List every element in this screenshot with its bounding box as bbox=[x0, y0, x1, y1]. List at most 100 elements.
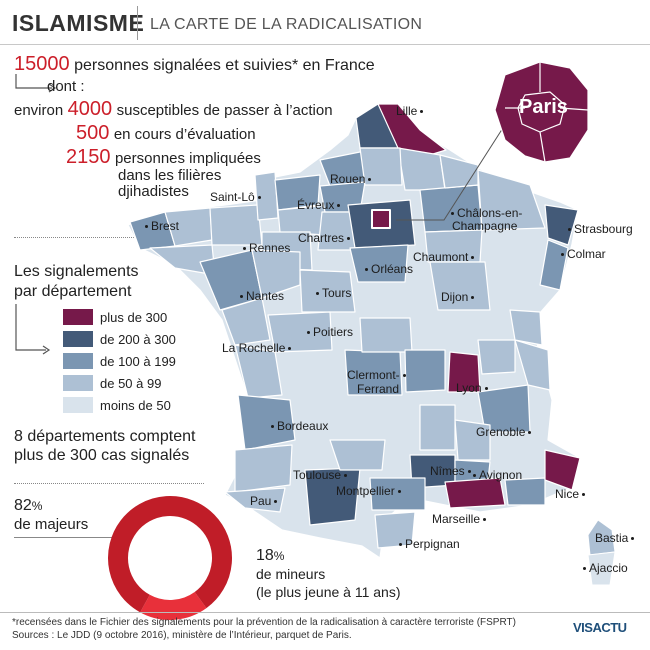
city-dot-icon bbox=[473, 474, 476, 478]
city-label-colmar: Colmar bbox=[558, 247, 606, 261]
city-dot-icon bbox=[471, 256, 475, 260]
departments-note-line2: plus de 300 cas signalés bbox=[14, 447, 190, 464]
city-name: Colmar bbox=[567, 247, 606, 261]
city-dot-icon bbox=[471, 296, 475, 300]
paris-inset-label: Paris bbox=[519, 96, 568, 118]
majeurs-stat: 82% bbox=[14, 497, 42, 515]
city-name: Marseille bbox=[432, 512, 481, 526]
dept-vienne bbox=[267, 311, 333, 353]
city-dot-icon bbox=[240, 295, 243, 299]
dept-tarn bbox=[329, 439, 386, 471]
city-label-chalons2: Champagne bbox=[452, 219, 517, 233]
mineurs-pct: 18 bbox=[256, 547, 274, 564]
dept-ardennes bbox=[439, 154, 479, 189]
stat-action-number: 4000 bbox=[67, 98, 113, 120]
city-name: Rennes bbox=[249, 241, 291, 255]
visactu-logo: VISACTU bbox=[573, 620, 627, 635]
majeurs-pct: 82 bbox=[14, 497, 32, 514]
city-name: Champagne bbox=[452, 219, 518, 233]
dept-bas-rhin bbox=[544, 204, 579, 246]
stat-djihad-label-3: djihadistes bbox=[118, 183, 189, 200]
dept-indre-loire bbox=[299, 269, 356, 313]
dept-manche bbox=[254, 171, 279, 221]
divider-dotted-1 bbox=[14, 237, 204, 238]
city-label-chaumont: Chaumont bbox=[413, 250, 477, 264]
city-name: Grenoble bbox=[476, 425, 526, 439]
legend-swatch bbox=[62, 330, 94, 348]
dept-haut-rhin bbox=[539, 239, 569, 291]
legend-label: de 50 à 99 bbox=[100, 375, 162, 391]
city-name: Rouen bbox=[330, 172, 366, 186]
city-label-strasbourg: Strasbourg bbox=[565, 222, 633, 236]
stat-total: 15000 personnes signalées et suivies* en… bbox=[14, 53, 375, 76]
dept-drome bbox=[454, 419, 491, 461]
dept-cote-or bbox=[429, 261, 491, 311]
city-name: Montpellier bbox=[336, 484, 395, 498]
stat-action-label: susceptibles de passer à l’action bbox=[116, 102, 333, 119]
city-label-toulouse: Toulouse bbox=[293, 468, 350, 482]
city-label-tours: Tours bbox=[313, 286, 351, 300]
dept-gironde bbox=[237, 394, 296, 451]
city-label-pau: Pau bbox=[250, 494, 280, 508]
header-divider bbox=[0, 44, 650, 45]
legend-label: plus de 300 bbox=[100, 309, 168, 325]
dept-oise bbox=[359, 147, 403, 186]
majeurs-pct-sign: % bbox=[31, 499, 43, 513]
majeurs-label: de majeurs bbox=[14, 516, 89, 533]
dept-herault bbox=[369, 477, 426, 511]
stat-environ: environ bbox=[14, 102, 64, 119]
city-name: Strasbourg bbox=[574, 222, 633, 236]
dept-savoie bbox=[514, 339, 551, 391]
legend-item: de 100 à 199 bbox=[62, 352, 176, 370]
city-dot-icon bbox=[257, 196, 261, 200]
city-label-lyon: Lyon bbox=[456, 381, 491, 395]
mineurs-note: (le plus jeune à 11 ans) bbox=[256, 584, 401, 600]
stat-total-number: 15000 bbox=[14, 53, 70, 75]
city-name: Pau bbox=[250, 494, 272, 508]
city-label-montpellier: Montpellier bbox=[336, 484, 404, 498]
dept-ain bbox=[477, 339, 516, 375]
dept-bouches-rhone bbox=[444, 477, 506, 509]
city-name: Ajaccio bbox=[589, 561, 628, 575]
city-dot-icon bbox=[528, 431, 532, 435]
city-dot-icon bbox=[368, 178, 372, 182]
donut-slice-majeurs bbox=[108, 496, 232, 613]
dept-meuse-moselle bbox=[477, 169, 546, 231]
dept-pyr-or bbox=[374, 511, 416, 549]
city-dot-icon bbox=[288, 347, 292, 351]
city-label-perpignan: Perpignan bbox=[396, 537, 460, 551]
city-name: Bordeaux bbox=[277, 419, 329, 433]
legend-swatch bbox=[62, 374, 94, 392]
legend-label: de 100 à 199 bbox=[100, 353, 176, 369]
city-label-saint-lo: Saint-Lô bbox=[210, 190, 264, 204]
city-dot-icon bbox=[145, 225, 148, 229]
legend-item: plus de 300 bbox=[62, 308, 176, 326]
city-name: Perpignan bbox=[405, 537, 460, 551]
visactu-logo-text: VISACTU bbox=[573, 620, 627, 635]
legend-item: de 200 à 300 bbox=[62, 330, 176, 348]
city-label-orleans: Orléans bbox=[362, 262, 413, 276]
city-label-evreux: Évreux bbox=[297, 198, 343, 212]
majeurs-connector bbox=[14, 537, 114, 538]
dept-ardeche bbox=[419, 404, 456, 451]
dept-maine-loire bbox=[251, 249, 301, 299]
stat-eval: 500 en cours d’évaluation bbox=[76, 122, 256, 145]
city-label-clermont: Clermont- bbox=[347, 368, 409, 382]
paris-inset-connector bbox=[396, 119, 509, 221]
dept-calvados bbox=[274, 174, 321, 211]
city-label-nimes: Nîmes bbox=[430, 464, 474, 478]
dept-var bbox=[504, 477, 546, 506]
city-dot-icon bbox=[402, 374, 406, 378]
paris-inset bbox=[494, 61, 589, 163]
city-label-lille: Lille bbox=[396, 104, 426, 118]
stat-eval-label: en cours d’évaluation bbox=[113, 126, 256, 143]
city-dot-icon bbox=[397, 490, 401, 494]
city-name: Clermont- bbox=[347, 368, 400, 382]
dept-vendee bbox=[221, 297, 271, 346]
city-dot-icon bbox=[561, 253, 564, 257]
legend-item: de 50 à 99 bbox=[62, 374, 176, 392]
dept-pyr-atl bbox=[224, 487, 286, 513]
legend-swatch bbox=[62, 396, 94, 414]
legend-swatch bbox=[62, 308, 94, 326]
